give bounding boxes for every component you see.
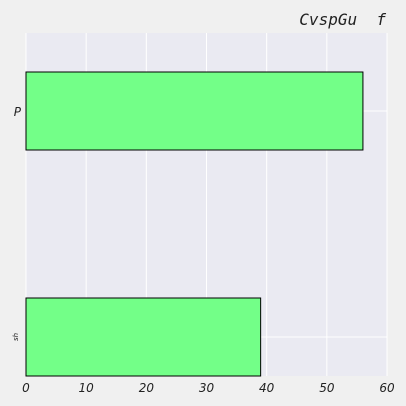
y-tick-label: sh [12, 333, 20, 341]
bars [25, 71, 364, 377]
x-tick-label: 0 [22, 381, 30, 395]
x-tick-label: 50 [319, 381, 335, 395]
x-axis-ticks: 0 10 20 30 40 50 60 [22, 381, 395, 395]
y-axis-ticks: Psh [12, 105, 22, 341]
x-tick-label: 60 [379, 381, 395, 395]
bar-p [25, 71, 364, 151]
x-tick-label: 30 [199, 381, 215, 395]
x-tick-label: 10 [79, 381, 95, 395]
bar-sh [25, 297, 262, 377]
x-tick-label: 20 [139, 381, 155, 395]
x-tick-label: 40 [259, 381, 275, 395]
y-tick-label: P [14, 105, 22, 119]
chart-title: CvspGu f [299, 10, 386, 29]
